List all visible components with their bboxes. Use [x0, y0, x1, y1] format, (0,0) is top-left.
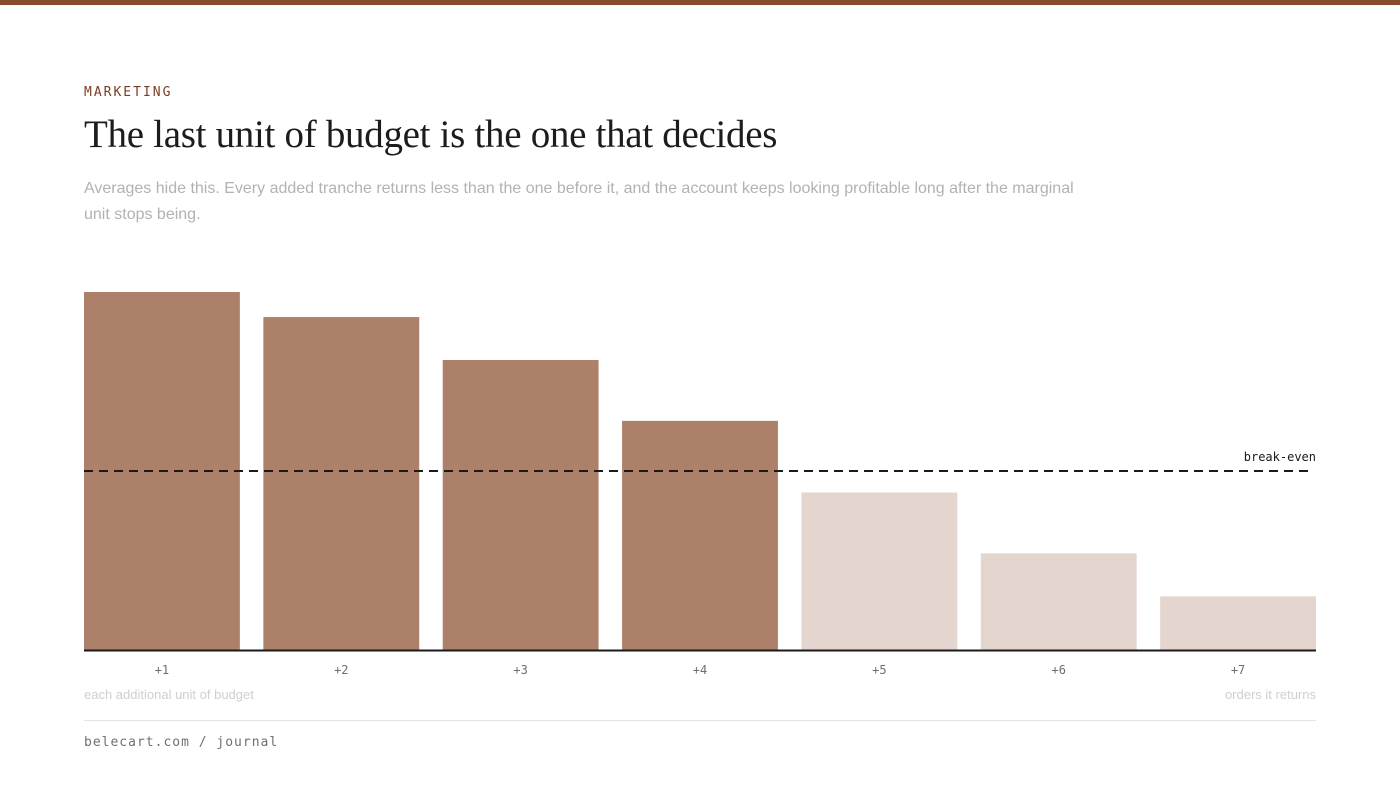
x-tick-label: +2	[334, 663, 348, 677]
accent-top-bar	[0, 0, 1400, 5]
break-even-label: break-even	[1244, 450, 1316, 464]
x-tick-label: +6	[1051, 663, 1065, 677]
y-axis-caption: orders it returns	[1225, 687, 1317, 702]
marginal-return-bar-chart: +1 +2 +3 +4 +5 +6 +7 break-even each additional …	[84, 292, 1317, 702]
bar-2	[263, 317, 420, 650]
x-tick-label: +4	[693, 663, 707, 677]
bar-4	[622, 420, 778, 650]
x-tick-label: +3	[513, 663, 527, 677]
x-tick-label: +1	[155, 663, 169, 677]
bar-7	[1160, 596, 1316, 650]
page-dek: Averages hide this. Every added tranche …	[84, 180, 1074, 223]
x-axis-caption: each additional unit of budget	[84, 687, 254, 702]
bar-6	[980, 553, 1137, 650]
page-title: The last unit of budget is the one that …	[84, 113, 778, 156]
x-tick-label: +7	[1231, 663, 1245, 677]
bar-3	[442, 360, 599, 650]
section-eyebrow: MARKETING	[84, 85, 173, 100]
bar-5	[801, 492, 958, 650]
footer-divider	[84, 720, 1316, 721]
footer-source: belecart.com / journal	[84, 735, 279, 750]
x-tick-label: +5	[872, 663, 886, 677]
